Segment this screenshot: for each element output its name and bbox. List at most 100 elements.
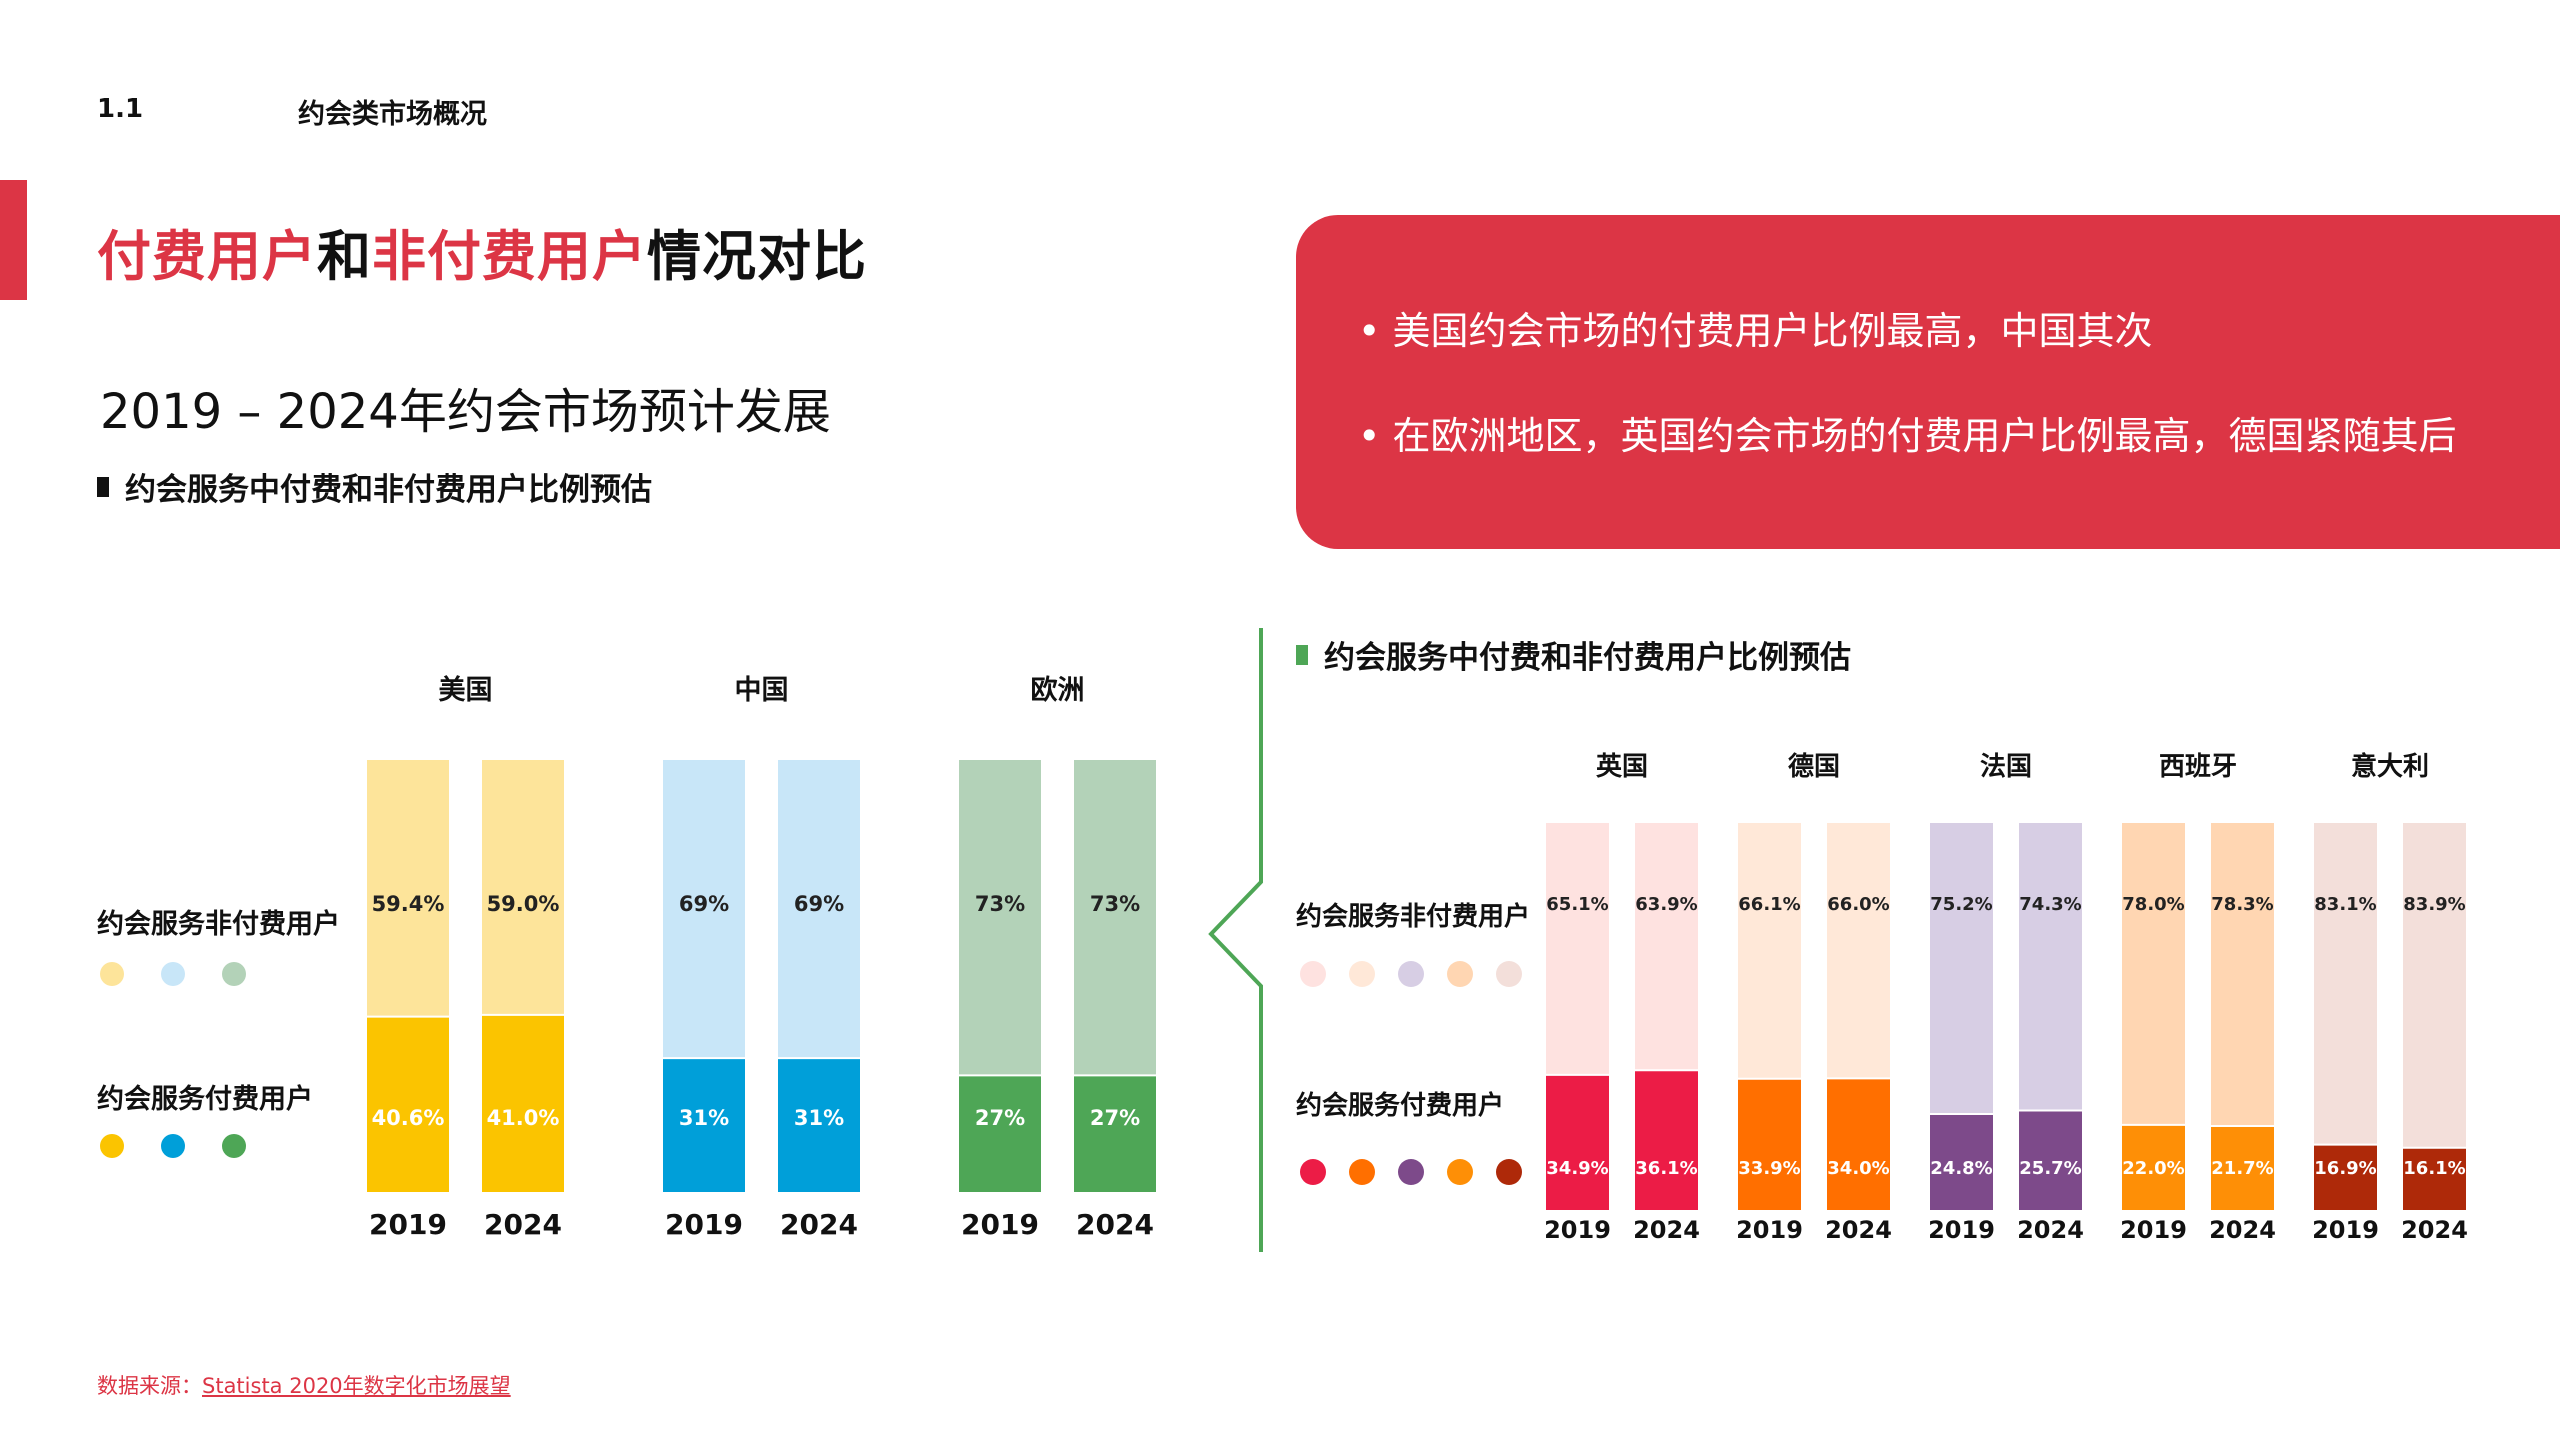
bar-nonpaid <box>778 760 860 1059</box>
bar-nonpaid <box>2019 823 2082 1111</box>
heading-square-icon <box>1296 644 1308 665</box>
data-label-paid: 25.7% <box>2019 1158 2081 1179</box>
bar-paid <box>778 1058 860 1192</box>
bar-nonpaid <box>2211 823 2274 1127</box>
data-label-paid: 34.9% <box>1546 1158 1608 1179</box>
source-link[interactable]: Statista 2020年数字化市场展望 <box>202 1374 511 1398</box>
legend-paid-dot <box>1349 1159 1375 1185</box>
data-label-nonpaid: 65.1% <box>1546 894 1608 915</box>
x-tick-label: 2024 <box>1076 1208 1154 1241</box>
bar-nonpaid <box>2314 823 2377 1145</box>
data-label-paid: 21.7% <box>2211 1158 2273 1179</box>
bar-nonpaid <box>2122 823 2185 1125</box>
legend-paid-dot <box>1300 1159 1326 1185</box>
data-source: 数据来源：Statista 2020年数字化市场展望 <box>97 1370 511 1400</box>
left-chart-heading-text: 约会服务中付费和非付费用户比例预估 <box>125 472 652 508</box>
x-tick-label: 2019 <box>369 1208 447 1241</box>
data-label-nonpaid: 59.0% <box>487 892 560 916</box>
bar-nonpaid <box>1074 760 1156 1076</box>
chart-subtitle: 2019 – 2024年约会市场预计发展 <box>100 384 831 440</box>
legend-paid-dot <box>100 1134 124 1158</box>
data-label-paid: 36.1% <box>1635 1158 1697 1179</box>
source-prefix: 数据来源： <box>97 1374 202 1398</box>
data-label-nonpaid: 78.3% <box>2211 894 2273 915</box>
x-tick-label: 2019 <box>1736 1216 1803 1244</box>
bar-paid <box>1635 1070 1698 1210</box>
bar-paid <box>1827 1078 1890 1210</box>
section-title: 约会类市场概况 <box>298 99 487 130</box>
bar-paid <box>2019 1110 2082 1210</box>
data-label-paid: 24.8% <box>1930 1158 1992 1179</box>
bar-paid <box>1738 1078 1801 1210</box>
bar-nonpaid <box>1635 823 1698 1071</box>
group-label: 法国 <box>1980 752 2032 782</box>
bar-nonpaid <box>1738 823 1801 1079</box>
legend-nonpaid-dot <box>161 962 185 986</box>
right-chart-heading-text: 约会服务中付费和非付费用户比例预估 <box>1324 640 1851 676</box>
title-paid-users: 付费用户 <box>97 225 317 288</box>
data-label-nonpaid: 73% <box>1090 892 1140 916</box>
bar-paid <box>663 1058 745 1192</box>
bar-nonpaid <box>1827 823 1890 1079</box>
legend-nonpaid-label: 约会服务非付费用户 <box>1296 901 1530 932</box>
legend-paid-dot <box>222 1134 246 1158</box>
data-label-nonpaid: 66.1% <box>1738 894 1800 915</box>
x-tick-label: 2024 <box>1633 1216 1700 1244</box>
bar-paid <box>1546 1074 1609 1210</box>
legend-nonpaid-dot <box>1300 961 1326 987</box>
accent-bar <box>0 180 27 300</box>
group-label: 西班牙 <box>2159 752 2237 782</box>
note-bullet-2: • 在欧洲地区，英国约会市场的付费用户比例最高，德国紧随其后 <box>1358 414 2457 458</box>
group-label: 德国 <box>1788 752 1840 782</box>
legend-nonpaid-label: 约会服务非付费用户 <box>97 908 340 940</box>
bar-nonpaid <box>959 760 1041 1076</box>
x-tick-label: 2024 <box>2209 1216 2276 1244</box>
heading-square-icon <box>97 476 109 497</box>
data-label-nonpaid: 74.3% <box>2019 894 2081 915</box>
title-and: 和 <box>317 225 372 288</box>
bar-paid <box>2403 1147 2466 1210</box>
data-label-paid: 16.9% <box>2314 1158 2376 1179</box>
data-label-nonpaid: 83.9% <box>2403 894 2465 915</box>
group-label: 美国 <box>439 674 493 706</box>
data-label-nonpaid: 69% <box>679 892 729 916</box>
left-chart-heading: 约会服务中付费和非付费用户比例预估 <box>97 464 652 509</box>
group-label: 英国 <box>1596 752 1648 782</box>
right-chart-heading: 约会服务中付费和非付费用户比例预估 <box>1296 632 1851 677</box>
title-comparison: 情况对比 <box>647 225 867 288</box>
data-label-nonpaid: 69% <box>794 892 844 916</box>
bar-nonpaid <box>367 760 449 1017</box>
legend-nonpaid-dot <box>1398 961 1424 987</box>
data-label-nonpaid: 83.1% <box>2314 894 2376 915</box>
bar-paid <box>2122 1124 2185 1210</box>
bar-paid <box>2314 1144 2377 1210</box>
bar-paid <box>482 1014 564 1192</box>
data-label-paid: 41.0% <box>487 1106 560 1130</box>
data-label-paid: 31% <box>679 1106 729 1130</box>
data-label-nonpaid: 75.2% <box>1930 894 1992 915</box>
legend-paid-label: 约会服务付费用户 <box>97 1083 313 1115</box>
x-tick-label: 2024 <box>780 1208 858 1241</box>
data-label-paid: 16.1% <box>2403 1158 2465 1179</box>
page-title: 付费用户和非付费用户情况对比 <box>97 212 867 291</box>
data-label-paid: 27% <box>975 1106 1025 1130</box>
note-text-1: 美国约会市场的付费用户比例最高，中国其次 <box>1392 309 2153 353</box>
group-label: 欧洲 <box>1031 675 1085 706</box>
data-label-nonpaid: 63.9% <box>1635 894 1697 915</box>
chart-divider-bracket <box>1208 628 1263 1252</box>
data-label-paid: 22.0% <box>2122 1158 2184 1179</box>
x-tick-label: 2019 <box>961 1208 1039 1241</box>
legend-nonpaid-dot <box>222 962 246 986</box>
data-label-nonpaid: 73% <box>975 892 1025 916</box>
bar-nonpaid <box>663 760 745 1059</box>
data-label-paid: 31% <box>794 1106 844 1130</box>
data-label-nonpaid: 78.0% <box>2122 894 2184 915</box>
x-tick-label: 2024 <box>484 1208 562 1241</box>
legend-nonpaid-dot <box>1447 961 1473 987</box>
data-label-paid: 33.9% <box>1738 1158 1800 1179</box>
x-tick-label: 2024 <box>1825 1216 1892 1244</box>
note-bullet-1: • 美国约会市场的付费用户比例最高，中国其次 <box>1358 309 2153 353</box>
